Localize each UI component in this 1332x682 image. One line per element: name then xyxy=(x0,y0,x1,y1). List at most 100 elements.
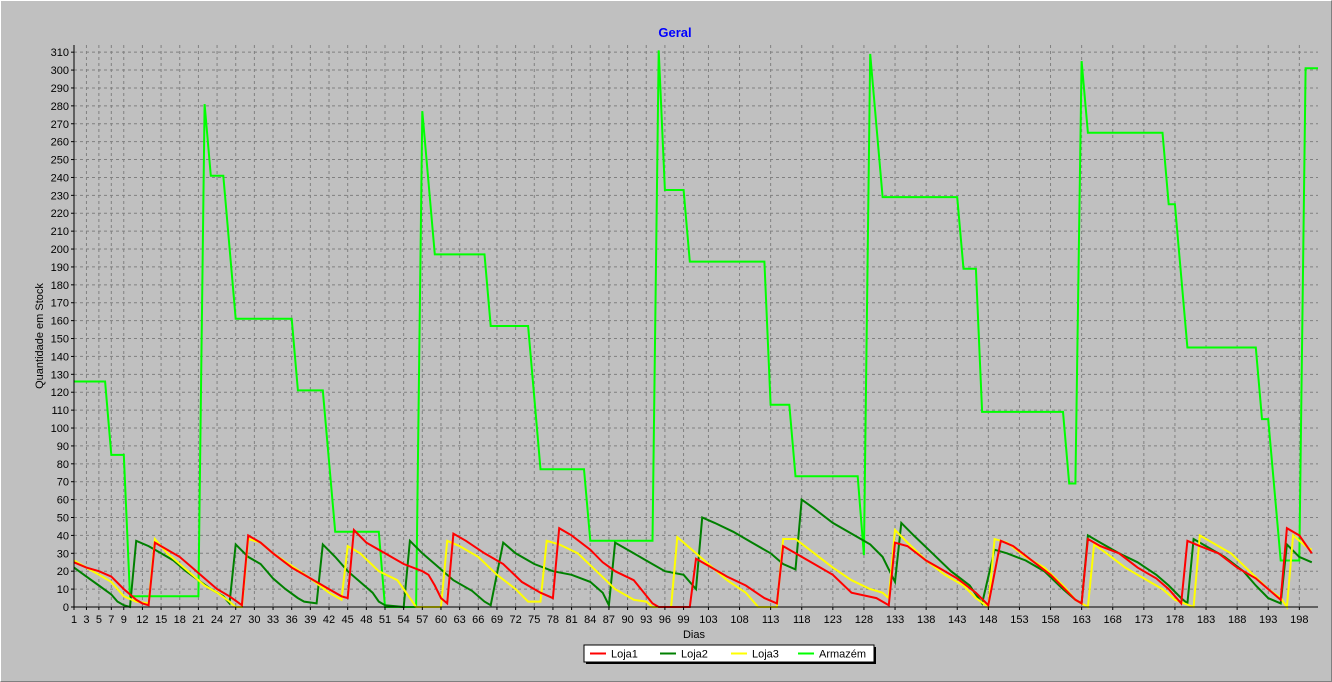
chart-title: Geral xyxy=(658,25,691,40)
x-axis-label: Dias xyxy=(683,629,706,641)
y-tick-label: 270 xyxy=(51,119,69,131)
y-tick-label: 30 xyxy=(57,548,69,560)
x-tick-label: 193 xyxy=(1259,614,1277,626)
y-tick-label: 60 xyxy=(57,495,69,507)
x-tick-label: 90 xyxy=(621,614,633,626)
axis-layer: 0102030405060708090100110120130140150160… xyxy=(51,45,1318,626)
legend-box xyxy=(583,644,875,663)
y-tick-label: 300 xyxy=(51,65,69,77)
x-tick-label: 36 xyxy=(286,614,298,626)
y-tick-label: 0 xyxy=(63,602,69,614)
x-tick-label: 24 xyxy=(211,614,223,626)
y-tick-label: 100 xyxy=(51,423,69,435)
series-line-loja2 xyxy=(73,497,1313,609)
y-tick-label: 190 xyxy=(51,262,69,274)
x-tick-label: 183 xyxy=(1197,614,1215,626)
x-tick-label: 188 xyxy=(1228,614,1246,626)
legend-label: Loja2 xyxy=(681,649,708,661)
plot-background xyxy=(74,45,1318,607)
x-tick-label: 87 xyxy=(603,614,615,626)
x-tick-label: 42 xyxy=(323,614,335,626)
x-tick-label: 39 xyxy=(304,614,316,626)
x-tick-label: 103 xyxy=(699,614,717,626)
x-tick-label: 45 xyxy=(342,614,354,626)
x-tick-label: 93 xyxy=(640,614,652,626)
x-tick-label: 198 xyxy=(1290,614,1308,626)
x-tick-label: 128 xyxy=(855,614,873,626)
y-tick-label: 130 xyxy=(51,369,69,381)
x-tick-label: 18 xyxy=(174,614,186,626)
x-tick-label: 72 xyxy=(509,614,521,626)
x-tick-label: 27 xyxy=(230,614,242,626)
x-tick-label: 21 xyxy=(192,614,204,626)
x-tick-label: 60 xyxy=(435,614,447,626)
x-tick-label: 96 xyxy=(659,614,671,626)
x-tick-label: 9 xyxy=(121,614,127,626)
y-tick-label: 220 xyxy=(51,208,69,220)
legend-label: Loja1 xyxy=(611,649,638,661)
x-tick-label: 30 xyxy=(248,614,260,626)
x-tick-label: 75 xyxy=(528,614,540,626)
x-tick-label: 153 xyxy=(1010,614,1028,626)
x-tick-label: 66 xyxy=(472,614,484,626)
x-tick-label: 3 xyxy=(83,614,89,626)
y-tick-label: 310 xyxy=(51,47,69,59)
y-tick-label: 110 xyxy=(51,405,69,417)
y-tick-label: 210 xyxy=(51,226,69,238)
y-tick-label: 80 xyxy=(57,459,69,471)
plot-area xyxy=(74,45,1318,607)
x-tick-label: 123 xyxy=(824,614,842,626)
y-tick-label: 140 xyxy=(51,351,69,363)
x-tick-label: 118 xyxy=(793,614,811,626)
series-line-armaz-m xyxy=(74,50,1318,608)
y-tick-label: 200 xyxy=(51,244,69,256)
series-layer xyxy=(73,50,1318,610)
y-tick-label: 240 xyxy=(51,172,69,184)
x-tick-label: 163 xyxy=(1072,614,1090,626)
x-tick-label: 12 xyxy=(136,614,148,626)
y-tick-label: 250 xyxy=(51,155,69,167)
x-tick-label: 168 xyxy=(1104,614,1122,626)
x-tick-label: 173 xyxy=(1135,614,1153,626)
legend-item: Armazém xyxy=(798,649,866,661)
x-tick-label: 57 xyxy=(416,614,428,626)
x-tick-label: 158 xyxy=(1041,614,1059,626)
x-tick-label: 5 xyxy=(96,614,102,626)
x-tick-label: 63 xyxy=(454,614,466,626)
legend-item: Loja1 xyxy=(590,649,638,661)
y-tick-label: 180 xyxy=(51,280,69,292)
y-tick-label: 290 xyxy=(51,83,69,95)
x-tick-label: 54 xyxy=(398,614,410,626)
series-line-loja1 xyxy=(73,526,1313,608)
grid-layer xyxy=(74,45,1318,607)
x-tick-label: 81 xyxy=(565,614,577,626)
legend: Loja1 Loja2 Loja3 Armazém xyxy=(583,644,876,664)
legend-item: Loja3 xyxy=(731,649,779,661)
x-tick-label: 108 xyxy=(730,614,748,626)
x-tick-label: 15 xyxy=(155,614,167,626)
x-tick-label: 143 xyxy=(948,614,966,626)
x-tick-label: 78 xyxy=(547,614,559,626)
y-tick-label: 170 xyxy=(51,298,69,310)
x-tick-label: 1 xyxy=(71,614,77,626)
y-tick-label: 90 xyxy=(57,441,69,453)
x-tick-label: 178 xyxy=(1166,614,1184,626)
y-axis-label: Quantidade em Stock xyxy=(34,283,46,389)
y-tick-label: 260 xyxy=(51,137,69,149)
x-tick-label: 48 xyxy=(360,614,372,626)
y-tick-label: 40 xyxy=(57,530,69,542)
x-tick-label: 51 xyxy=(379,614,391,626)
x-tick-label: 33 xyxy=(267,614,279,626)
y-tick-label: 230 xyxy=(51,190,69,202)
y-tick-label: 280 xyxy=(51,101,69,113)
legend-item: Loja2 xyxy=(660,649,708,661)
x-tick-label: 99 xyxy=(677,614,689,626)
x-tick-label: 7 xyxy=(108,614,114,626)
x-tick-label: 133 xyxy=(886,614,904,626)
legend-label: Loja3 xyxy=(752,649,779,661)
y-tick-label: 50 xyxy=(57,513,69,525)
x-tick-label: 113 xyxy=(762,614,780,626)
x-tick-label: 138 xyxy=(917,614,935,626)
y-tick-label: 10 xyxy=(57,584,69,596)
